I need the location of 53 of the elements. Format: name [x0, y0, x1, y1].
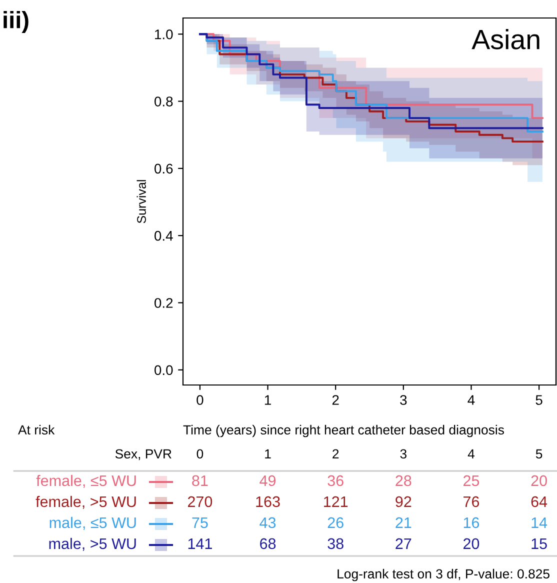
y-tick-label: 0.6: [154, 164, 173, 174]
x-tick-label: 0: [196, 395, 204, 405]
text: 1: [265, 449, 271, 458]
text: 43: [260, 517, 276, 528]
text: iii): [4, 10, 28, 34]
y-tick-label: 0.2: [154, 298, 173, 308]
text: 141: [188, 538, 212, 549]
text: 49: [260, 475, 276, 486]
x-axis-title: Time (years) since right heart catheter based diagnosis: [183, 424, 504, 438]
text: 25: [464, 475, 480, 486]
legend-label: male, ≤5 WU: [50, 516, 136, 530]
text: 75: [192, 517, 208, 528]
text: 16: [464, 517, 480, 528]
text: 92: [396, 496, 412, 508]
text: 26: [328, 517, 344, 528]
text: 14: [532, 517, 548, 528]
chart-title: Asian: [472, 29, 540, 50]
text: 121: [324, 496, 348, 507]
text: 64: [531, 496, 548, 508]
text: 270: [188, 496, 212, 508]
text: 81: [192, 475, 208, 486]
x-tick-label: 2: [332, 395, 339, 405]
text: 27: [396, 538, 412, 549]
x-tick-label: 4: [468, 395, 475, 405]
legend-label: female, ≤5 WU: [36, 474, 136, 488]
text: Sex, PVR: [115, 449, 172, 460]
text: 68: [260, 538, 276, 550]
text: 38: [328, 538, 344, 550]
text: Log-rank test on 3 df, P-value: 0.825: [338, 568, 550, 582]
text: At risk: [18, 424, 55, 435]
text: 36: [328, 475, 344, 486]
text: 4: [468, 449, 475, 458]
y-axis-title: Survival: [136, 180, 146, 224]
text: 20: [464, 538, 480, 550]
y-tick-label: 0.8: [154, 96, 173, 106]
text: 3: [400, 449, 406, 459]
x-tick-label: 1: [264, 395, 271, 405]
legend-label: male, >5 WU: [49, 538, 136, 551]
y-tick-label: 0.0: [154, 365, 173, 376]
text: 5: [536, 449, 542, 459]
y-tick-label: 1.0: [155, 29, 173, 40]
x-tick-label: 5: [536, 395, 542, 405]
text: 21: [396, 517, 412, 528]
text: 2: [332, 449, 339, 458]
x-tick-label: 3: [400, 395, 407, 405]
text: 20: [531, 475, 547, 486]
text: 28: [396, 475, 412, 486]
y-tick-label: 0.4: [154, 230, 173, 241]
text: 163: [256, 496, 280, 508]
text: 0: [196, 449, 204, 459]
legend-label: female, >5 WU: [36, 496, 136, 509]
text: 76: [464, 496, 480, 508]
text: 15: [532, 538, 547, 550]
